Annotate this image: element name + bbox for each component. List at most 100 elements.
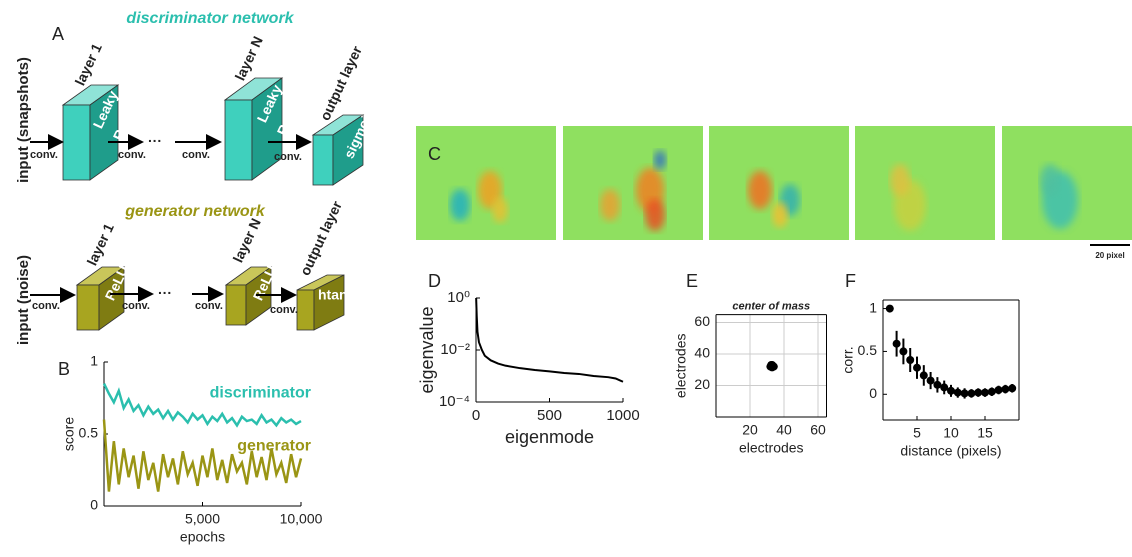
y-tick-label: 10⁻²: [440, 341, 470, 358]
point: [920, 371, 928, 379]
y-tick-label: 0.5: [79, 425, 99, 441]
x-tick-label: 5: [913, 425, 921, 441]
point: [1001, 385, 1009, 393]
diagram-label: layer 1: [84, 221, 117, 268]
point: [947, 387, 955, 395]
diagram-label: conv.: [32, 300, 60, 312]
x-tick-label: 15: [977, 425, 993, 441]
diagram-label: conv.: [274, 151, 302, 163]
diagram-label: layer N: [230, 216, 264, 265]
scale-label: 20 pixel: [1095, 251, 1124, 260]
image-blob: [600, 189, 620, 221]
diagram-label: conv.: [30, 149, 58, 161]
block-front: [297, 290, 314, 330]
diagram-label: ···: [158, 285, 172, 301]
point: [913, 364, 921, 372]
y-axis-label: score: [61, 417, 77, 451]
panel-label: D: [428, 271, 441, 291]
panel-label: F: [845, 271, 856, 291]
y-tick-label: 1: [869, 299, 877, 315]
x-tick-label: 5,000: [185, 511, 220, 527]
image: [855, 126, 995, 240]
input-label: input (noise): [15, 255, 32, 345]
point: [954, 389, 962, 397]
x-axis-label: epochs: [180, 529, 225, 545]
diagram-label: conv.: [118, 149, 146, 161]
y-tick-label: 0: [869, 385, 877, 401]
block-front: [226, 285, 246, 325]
x-tick-label: 10: [943, 425, 959, 441]
x-tick-label: 10,000: [280, 511, 323, 527]
diagram-label: output layer: [317, 43, 366, 123]
diagram: A discriminator network generator networ…: [15, 10, 378, 345]
chart-title: center of mass: [732, 301, 810, 313]
point: [988, 388, 996, 396]
image-blob: [654, 150, 666, 169]
diagram-label: layer N: [232, 34, 266, 83]
y-tick-label: 10⁻⁴: [439, 393, 470, 410]
title: generator network: [124, 203, 266, 220]
x-tick-label: 20: [742, 422, 758, 438]
series-label: generator: [237, 438, 311, 455]
point: [893, 340, 901, 348]
image-blob: [492, 197, 508, 223]
series-label: discriminator: [210, 384, 311, 401]
point: [906, 356, 914, 364]
panel-label: B: [58, 359, 70, 379]
y-tick-label: 20: [694, 376, 710, 392]
point: [899, 347, 907, 355]
point: [981, 389, 989, 397]
y-axis-label: corr.: [840, 346, 856, 373]
image-blob: [772, 202, 788, 228]
image-blob: [748, 171, 772, 209]
y-tick-label: 1: [90, 353, 98, 369]
input-label: input (snapshots): [15, 57, 32, 183]
figure: A discriminator network generator networ…: [0, 0, 1132, 557]
image-blob: [645, 199, 665, 231]
diagram-label: conv.: [195, 300, 223, 312]
image: [563, 126, 703, 240]
y-axis-label: eigenvalue: [417, 306, 437, 393]
block-front: [63, 105, 90, 180]
image-blob: [450, 189, 470, 221]
image-blob: [890, 164, 910, 196]
block-front: [225, 100, 252, 180]
block-front: [77, 285, 99, 330]
point: [967, 389, 975, 397]
point: [940, 383, 948, 391]
line: [104, 420, 301, 492]
point: [961, 389, 969, 397]
y-tick-label: 40: [694, 345, 710, 361]
x-axis-label: electrodes: [739, 440, 804, 456]
point: [886, 305, 894, 313]
x-axis-label: distance (pixels): [900, 443, 1001, 459]
diagram-label: ···: [148, 133, 162, 149]
x-tick-label: 0: [472, 407, 480, 424]
x-axis-label: eigenmode: [505, 427, 594, 447]
y-tick-label: 60: [694, 313, 710, 329]
diagram-label: conv.: [182, 149, 210, 161]
x-tick-label: 40: [776, 422, 792, 438]
block-front: [313, 135, 333, 185]
y-tick-label: 0.5: [858, 342, 878, 358]
title: discriminator network: [126, 10, 294, 27]
diagram-label: conv.: [270, 304, 298, 316]
diagram-label: output layer: [297, 198, 346, 278]
panel-label: C: [428, 144, 441, 164]
x-tick-label: 500: [537, 407, 562, 424]
panel-label: E: [686, 271, 698, 291]
point: [995, 386, 1003, 394]
image-blob: [1040, 164, 1060, 196]
image-strip: [416, 126, 1132, 240]
point: [927, 377, 935, 385]
line: [476, 298, 623, 382]
y-tick-label: 10⁰: [447, 289, 470, 306]
x-tick-label: 60: [810, 422, 826, 438]
panel-label: A: [52, 24, 64, 44]
point: [933, 381, 941, 389]
y-axis-label: electrodes: [673, 334, 689, 399]
point: [1008, 384, 1016, 392]
x-tick-label: 1000: [606, 407, 639, 424]
y-tick-label: 0: [90, 497, 98, 513]
diagram-label: layer 1: [72, 41, 105, 88]
